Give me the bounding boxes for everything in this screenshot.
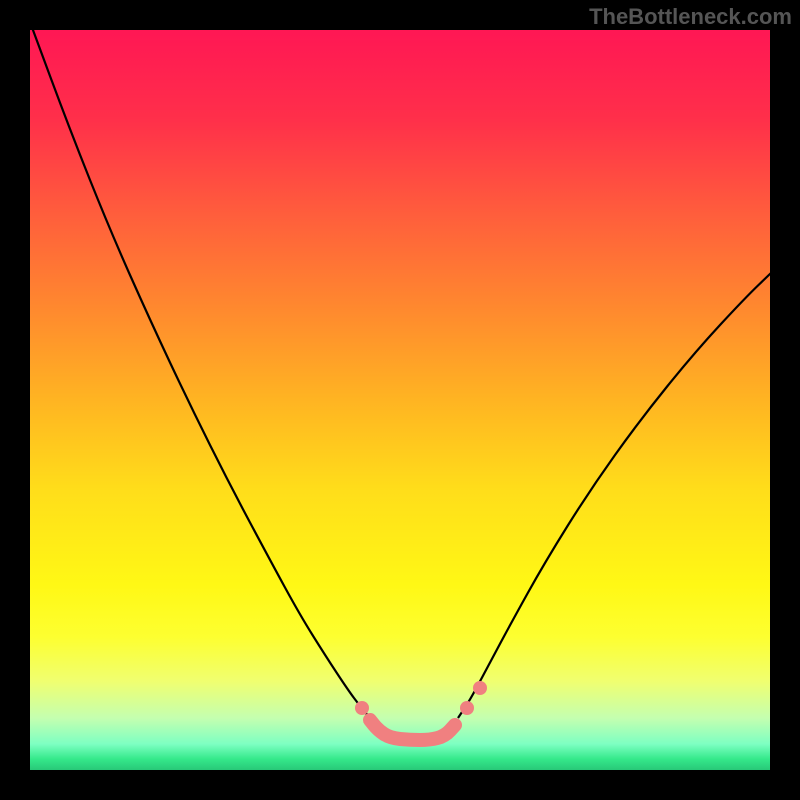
bottleneck-chart xyxy=(0,0,800,800)
watermark-text: TheBottleneck.com xyxy=(589,4,792,30)
plot-background xyxy=(30,30,770,770)
